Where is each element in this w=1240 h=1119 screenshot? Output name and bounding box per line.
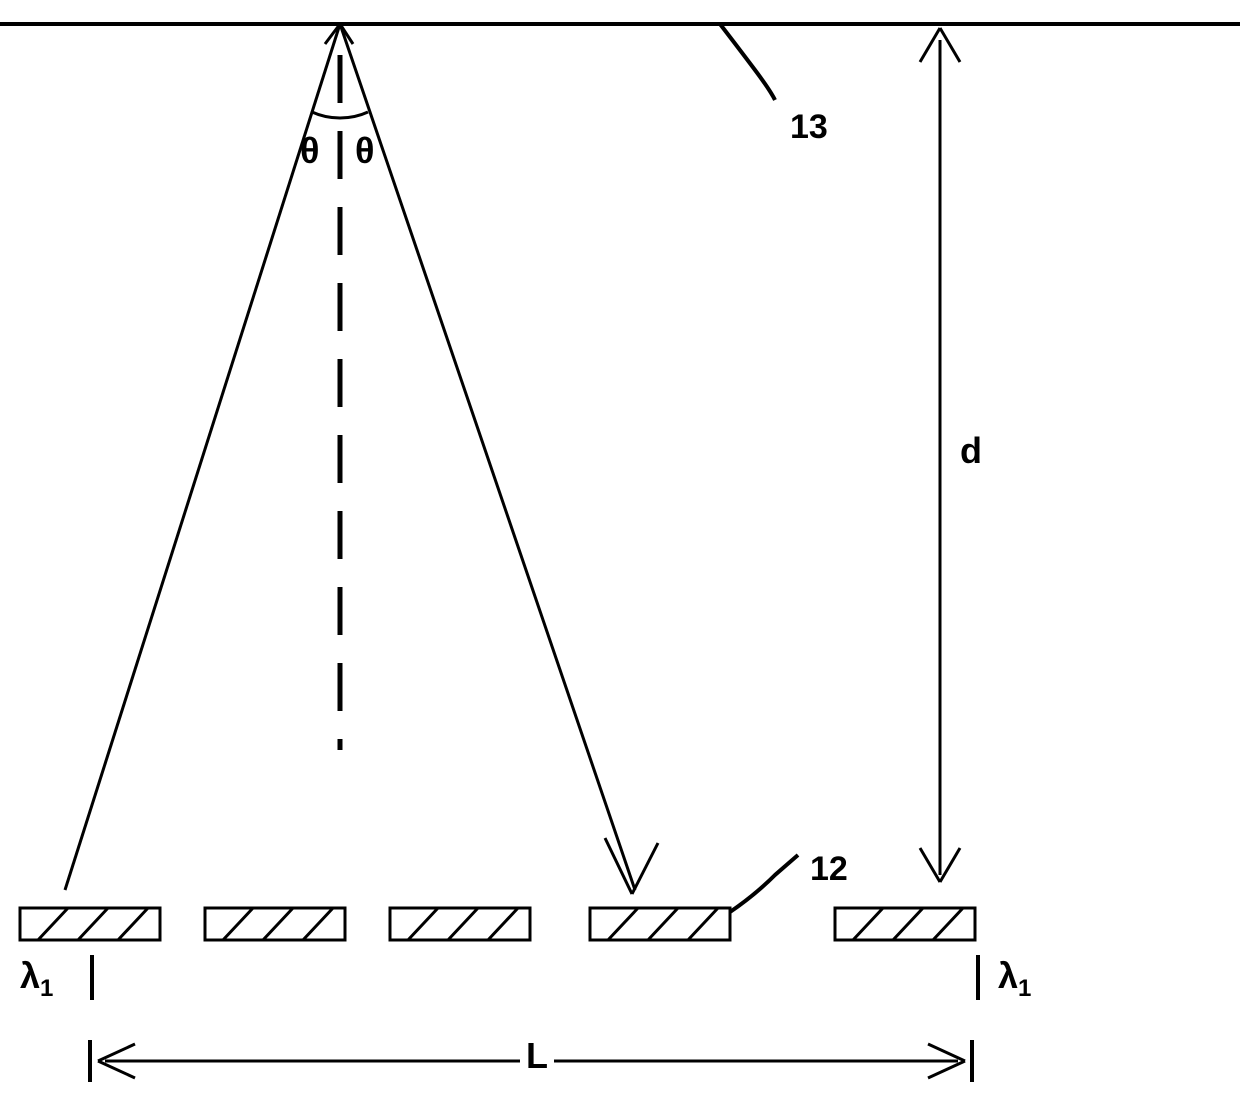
lambda1-right-label: λ1 <box>998 955 1031 1003</box>
angle-arc-left <box>312 112 340 118</box>
hatched-box-1 <box>20 908 160 940</box>
theta-right-label: θ <box>355 130 374 172</box>
d-arrow-bot-2 <box>940 848 960 882</box>
ray-left <box>65 24 340 890</box>
lambda1-left-label: λ1 <box>20 955 53 1003</box>
d-arrow-top-1 <box>920 28 940 62</box>
hatched-box-3 <box>390 908 530 940</box>
L-arrow-left-2 <box>98 1061 135 1078</box>
ref-13-label: 13 <box>790 108 828 147</box>
L-label: L <box>520 1035 554 1077</box>
d-arrow-bot-1 <box>920 848 940 882</box>
L-arrow-right-2 <box>928 1061 965 1078</box>
hatched-box-5 <box>835 908 975 940</box>
callout-13 <box>720 24 775 100</box>
callout-12 <box>730 855 798 912</box>
ray-arrow-2 <box>632 843 658 894</box>
d-arrow-top-2 <box>940 28 960 62</box>
technical-diagram: θ θ 13 12 d L λ1 λ1 <box>0 0 1240 1114</box>
L-arrow-right-1 <box>928 1044 965 1061</box>
ray-right <box>340 24 635 890</box>
hatched-box-2 <box>205 908 345 940</box>
theta-left-label: θ <box>300 130 319 172</box>
diagram-svg <box>0 0 1240 1114</box>
hatched-box-4 <box>590 908 730 940</box>
angle-arc-right <box>340 112 368 118</box>
ref-12-label: 12 <box>810 850 848 889</box>
L-arrow-left-1 <box>98 1044 135 1061</box>
d-label: d <box>960 430 982 472</box>
